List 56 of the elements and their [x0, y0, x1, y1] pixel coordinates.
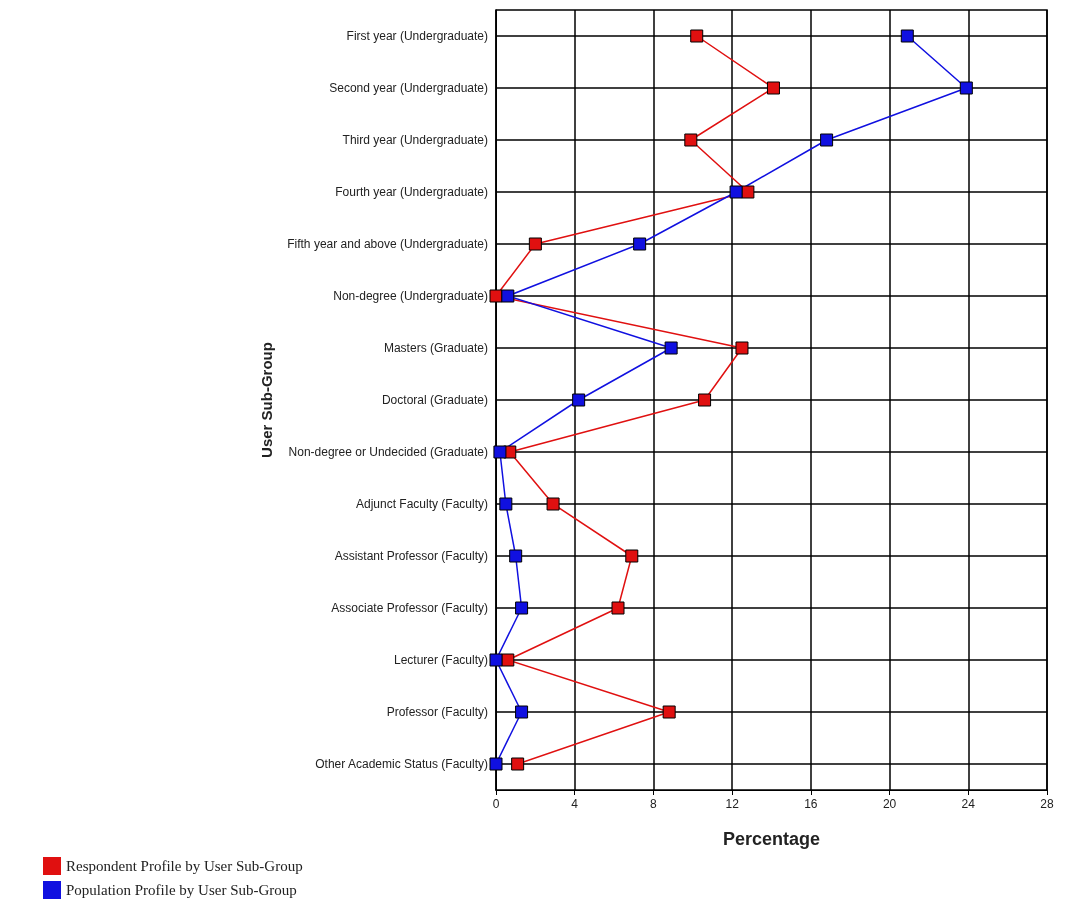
point	[489, 289, 503, 303]
point	[959, 81, 973, 95]
point	[611, 601, 625, 615]
point	[515, 601, 529, 615]
point	[509, 549, 523, 563]
y-tick-label: Other Academic Status (Faculty)	[315, 757, 488, 771]
point	[633, 237, 647, 251]
y-tick-label: Fourth year (Undergraduate)	[335, 185, 488, 199]
point	[662, 705, 676, 719]
point	[499, 497, 513, 511]
point	[664, 341, 678, 355]
point	[820, 133, 834, 147]
point	[528, 237, 542, 251]
x-tick-label: 24	[961, 797, 976, 811]
y-tick-label: Second year (Undergraduate)	[329, 81, 488, 95]
point	[690, 29, 704, 43]
legend-label: Population Profile by User Sub-Group	[66, 882, 297, 898]
point	[766, 81, 780, 95]
point	[729, 185, 743, 199]
y-axis-title: User Sub-Group	[258, 342, 275, 458]
point	[572, 393, 586, 407]
point	[625, 549, 639, 563]
y-tick-label: Third year (Undergraduate)	[342, 133, 488, 147]
point	[684, 133, 698, 147]
y-tick-label: First year (Undergraduate)	[346, 29, 488, 43]
point	[741, 185, 755, 199]
point	[493, 445, 507, 459]
x-tick-label: 16	[804, 797, 818, 811]
x-tick-label: 0	[492, 797, 500, 811]
y-tick-label: Lecturer (Faculty)	[393, 653, 488, 667]
x-tick-label: 28	[1040, 797, 1054, 811]
x-tick-label: 4	[571, 797, 579, 811]
legend-label: Respondent Profile by User Sub-Group	[66, 858, 303, 874]
y-tick-label: Assistant Professor (Faculty)	[334, 549, 488, 563]
y-tick-label: Associate Professor (Faculty)	[331, 601, 488, 615]
x-tick-label: 20	[882, 797, 897, 811]
y-tick-label: Non-degree (Undergraduate)	[333, 289, 488, 303]
point	[489, 653, 503, 667]
point	[511, 757, 525, 771]
y-tick-label: Masters (Graduate)	[383, 341, 488, 355]
x-axis-title: Percentage	[722, 829, 821, 849]
x-tick-label: 12	[725, 797, 740, 811]
x-tick-label: 8	[650, 797, 658, 811]
point	[515, 705, 529, 719]
point	[489, 757, 503, 771]
y-tick-label: Doctoral (Graduate)	[381, 393, 488, 407]
y-tick-label: Adjunct Faculty (Faculty)	[355, 497, 488, 511]
point	[735, 341, 749, 355]
y-tick-label: Fifth year and above (Undergraduate)	[287, 237, 488, 251]
point	[501, 289, 515, 303]
point	[501, 653, 515, 667]
point	[900, 29, 914, 43]
point	[698, 393, 712, 407]
y-tick-label: Professor (Faculty)	[386, 705, 488, 719]
point	[546, 497, 560, 511]
y-tick-label: Non-degree or Undecided (Graduate)	[288, 445, 488, 459]
